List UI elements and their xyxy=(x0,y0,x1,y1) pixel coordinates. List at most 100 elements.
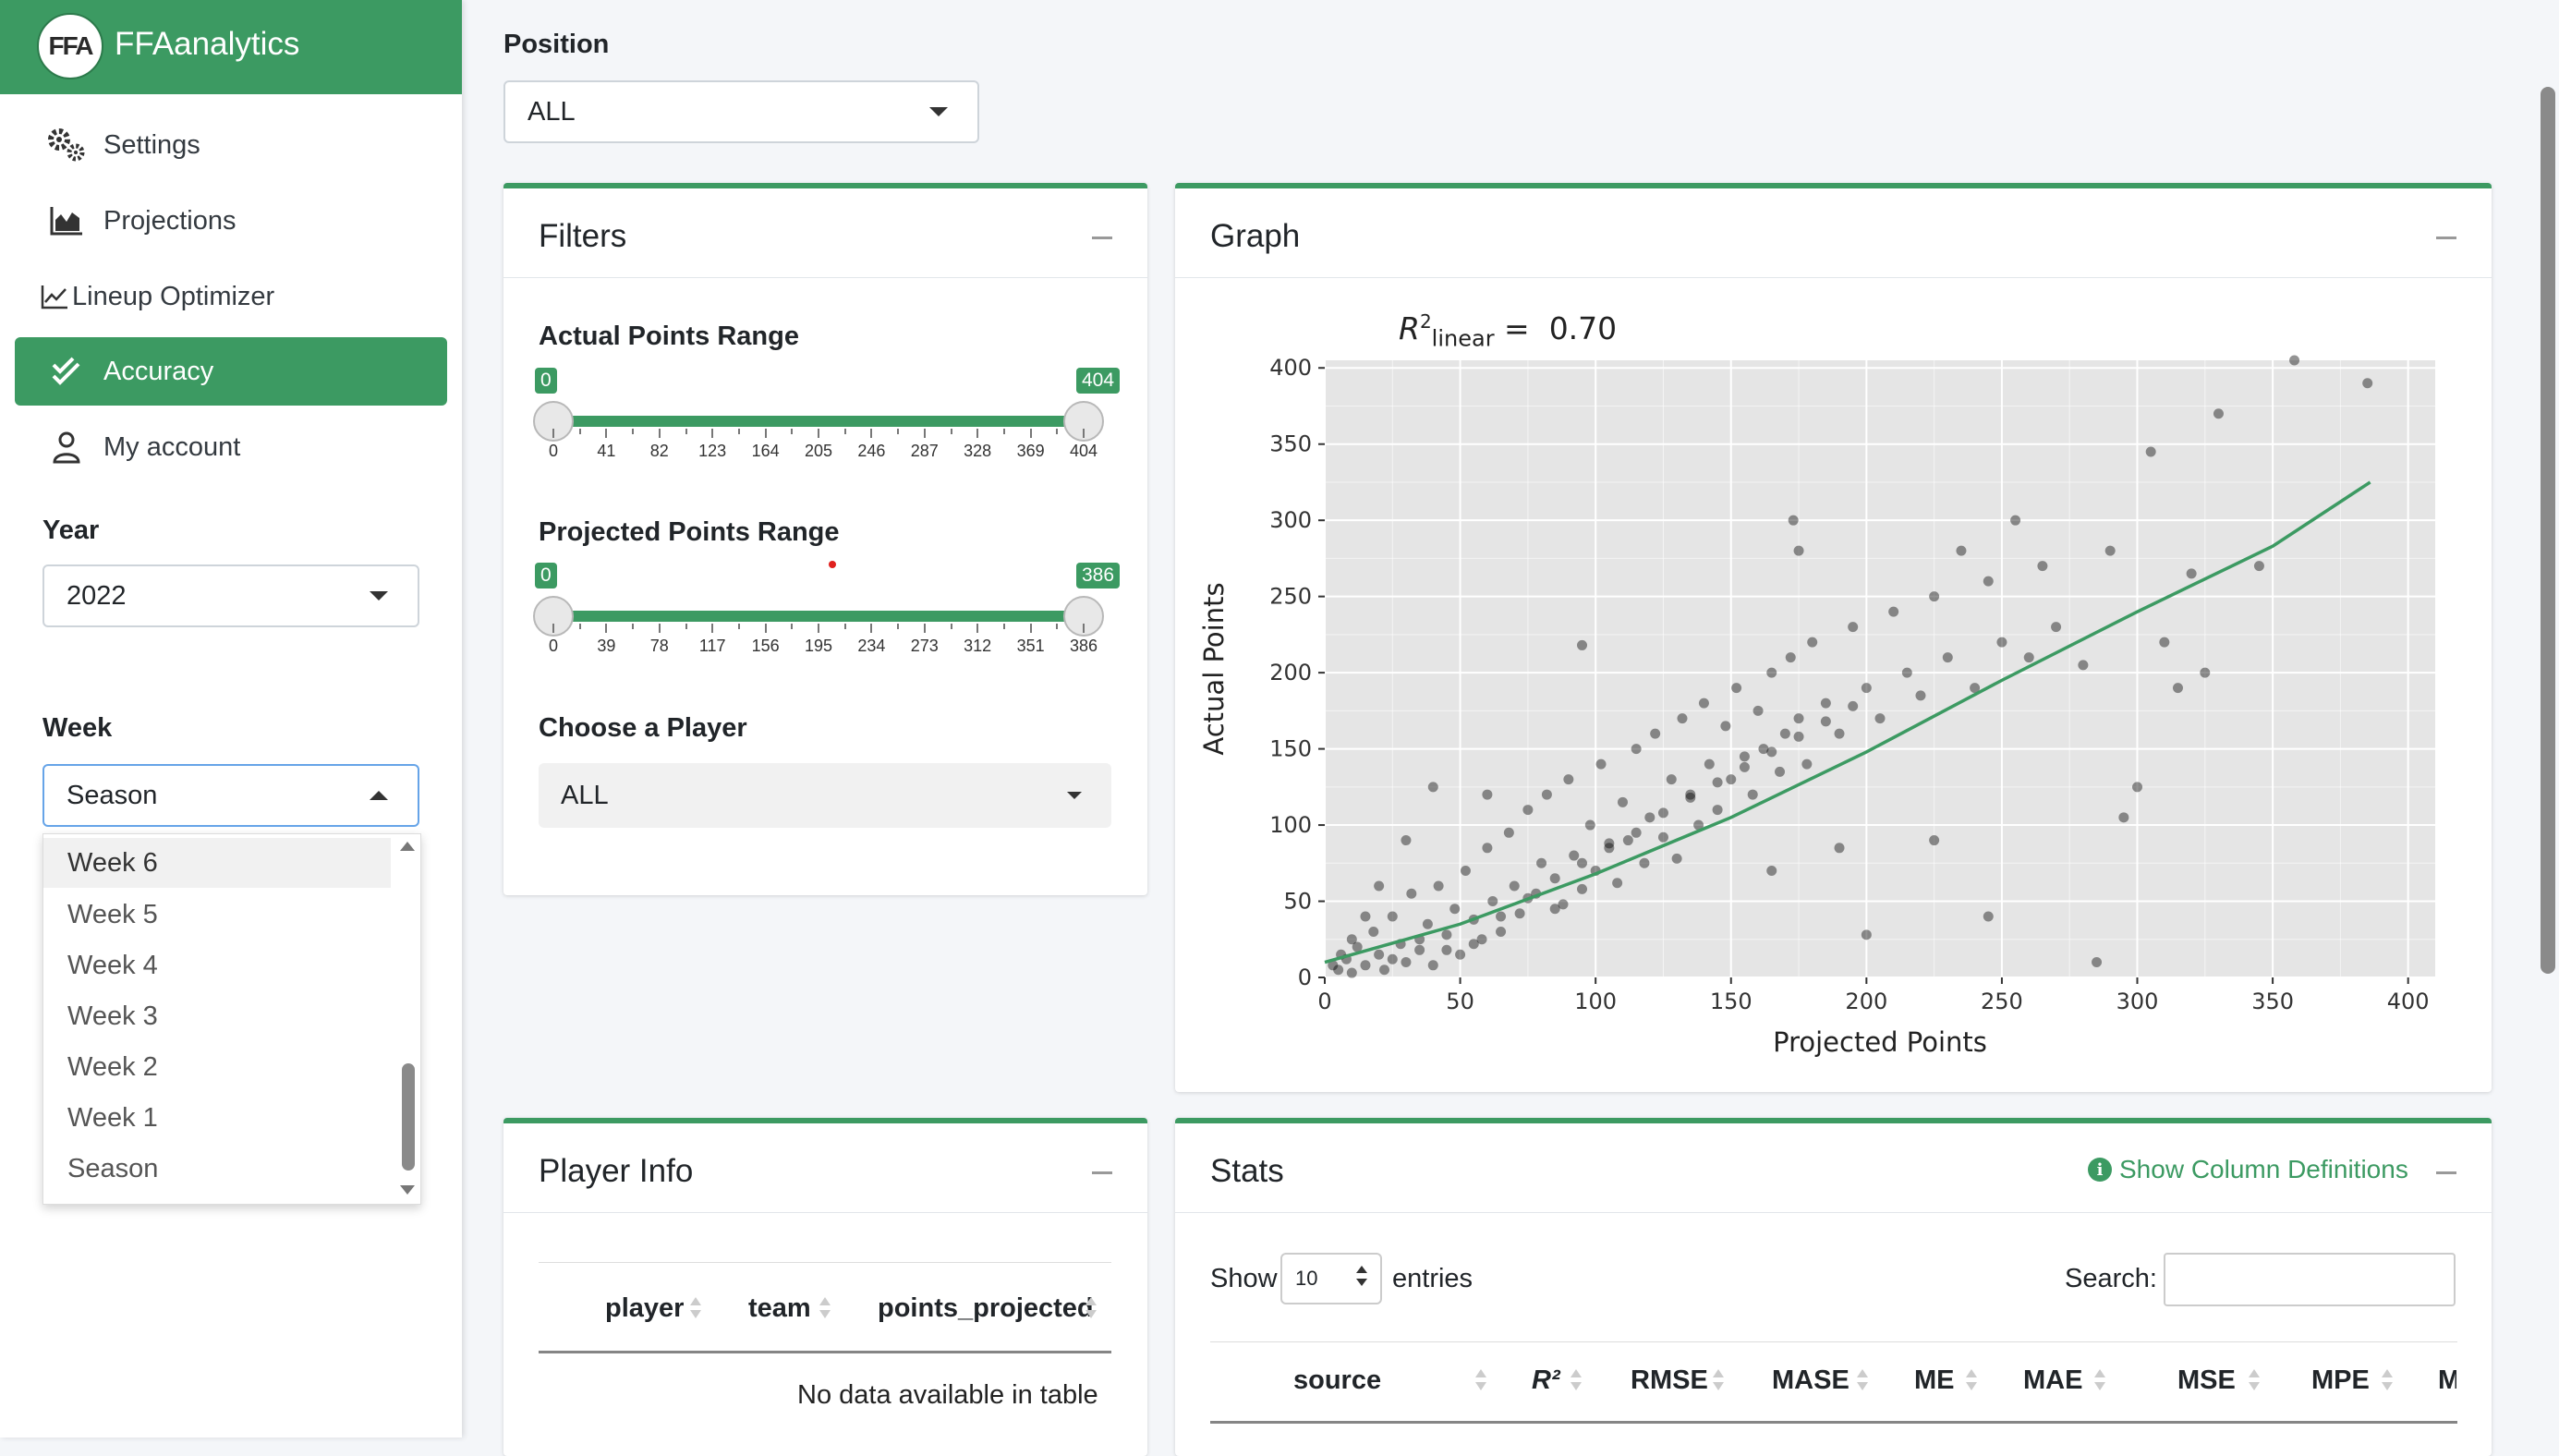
entries-select[interactable]: 10 xyxy=(1280,1253,1382,1304)
data-point xyxy=(1468,939,1479,950)
sort-icon[interactable] xyxy=(1085,1295,1097,1323)
show-column-definitions-link[interactable]: i Show Column Definitions xyxy=(2088,1155,2408,1184)
dropdown-scrollbar[interactable] xyxy=(402,1063,415,1171)
week-option[interactable]: Week 3 xyxy=(67,1001,158,1031)
nav-label: Projections xyxy=(103,205,236,236)
sort-icon[interactable] xyxy=(2382,1367,2393,1395)
col-team[interactable]: team xyxy=(748,1293,811,1323)
y-tick-label: 400 xyxy=(1269,355,1312,381)
sort-icon[interactable] xyxy=(1857,1367,1868,1395)
x-axis-label: Projected Points xyxy=(1773,1026,1987,1058)
data-point xyxy=(1433,880,1444,892)
slider-tick-label: 78 xyxy=(649,637,669,655)
gears-icon xyxy=(42,127,91,164)
player-select[interactable]: ALL xyxy=(539,763,1111,828)
y-tick-label: 300 xyxy=(1269,507,1312,533)
col-me[interactable]: ME xyxy=(1914,1365,1955,1395)
week-option[interactable]: Week 5 xyxy=(67,899,158,929)
data-point xyxy=(1915,690,1926,701)
data-point xyxy=(1644,812,1655,823)
position-select[interactable]: ALL xyxy=(503,80,979,143)
table-header-border xyxy=(1210,1421,2457,1424)
col-mse[interactable]: MSE xyxy=(2177,1365,2236,1395)
search-input[interactable] xyxy=(2164,1253,2456,1306)
data-point xyxy=(1766,667,1777,678)
nav-item-my-account[interactable]: My account xyxy=(15,413,447,481)
col-source[interactable]: source xyxy=(1293,1365,1382,1395)
nav-item-projections[interactable]: Projections xyxy=(15,187,447,255)
slider-tick-mark xyxy=(818,624,819,633)
week-option[interactable]: Week 4 xyxy=(67,950,158,980)
week-option[interactable]: Week 2 xyxy=(67,1051,158,1082)
slider-min-handle[interactable] xyxy=(533,401,574,442)
data-point xyxy=(1766,746,1777,758)
nav-item-settings[interactable]: Settings xyxy=(15,111,447,179)
sort-icon[interactable] xyxy=(1966,1367,1977,1395)
col-truncated[interactable]: M xyxy=(2438,1365,2456,1395)
sort-icon[interactable] xyxy=(819,1295,831,1323)
data-point xyxy=(2023,652,2034,663)
stats-card: Stats i Show Column Definitions Show 10 … xyxy=(1175,1118,2492,1456)
data-point xyxy=(1622,835,1633,846)
data-point xyxy=(1360,960,1371,971)
data-point xyxy=(2362,378,2373,389)
nav-item-lineup-optimizer[interactable]: Lineup Optimizer xyxy=(15,262,447,331)
data-point xyxy=(1374,880,1385,892)
collapse-icon[interactable] xyxy=(1092,237,1112,239)
col-mpe[interactable]: MPE xyxy=(2311,1365,2370,1395)
col-player[interactable]: player xyxy=(605,1293,685,1323)
scroll-up-arrow-icon[interactable] xyxy=(400,842,415,851)
data-point xyxy=(1514,908,1525,919)
slider-minor-tick xyxy=(950,624,952,629)
data-point xyxy=(1848,700,1859,711)
col-rmse[interactable]: RMSE xyxy=(1631,1365,1708,1395)
card-divider xyxy=(1175,1212,2492,1213)
scroll-down-arrow-icon[interactable] xyxy=(400,1185,415,1195)
week-option[interactable]: Week 6 xyxy=(43,838,391,888)
stats-title: Stats xyxy=(1210,1153,1284,1189)
col-points-projected[interactable]: points_projected xyxy=(878,1293,1094,1323)
data-point xyxy=(1779,728,1790,739)
projected-range-label: Projected Points Range xyxy=(539,517,840,547)
nav-label: Settings xyxy=(103,129,200,160)
week-option[interactable]: Week 1 xyxy=(67,1102,158,1133)
data-point xyxy=(1422,918,1433,929)
actual-range-slider[interactable]: 0 404 0 41 82 123 164 205 246 287 328 369 404 xyxy=(533,368,1121,469)
fit-line xyxy=(1324,480,2371,965)
col-r2[interactable]: R² xyxy=(1532,1365,1560,1395)
data-point xyxy=(1496,911,1507,922)
sort-icon[interactable] xyxy=(1713,1367,1724,1395)
data-point xyxy=(1577,883,1588,894)
sort-icon[interactable] xyxy=(690,1295,701,1323)
page-scrollbar[interactable] xyxy=(2541,87,2555,974)
data-point xyxy=(1569,850,1580,861)
slider-minor-tick xyxy=(843,624,846,629)
week-option[interactable]: Season xyxy=(67,1153,159,1183)
sort-icon[interactable] xyxy=(1475,1367,1486,1395)
year-select[interactable]: 2022 xyxy=(42,564,419,627)
sort-icon[interactable] xyxy=(1571,1367,1582,1395)
col-mase[interactable]: MASE xyxy=(1772,1365,1850,1395)
sort-icon[interactable] xyxy=(2094,1367,2105,1395)
col-mae[interactable]: MAE xyxy=(2023,1365,2083,1395)
slider-tick-mark xyxy=(1029,624,1032,633)
sort-icon[interactable] xyxy=(2249,1367,2260,1395)
slider-minor-tick xyxy=(897,429,900,434)
data-point xyxy=(2037,561,2048,572)
slider-minor-tick xyxy=(1056,429,1059,434)
collapse-icon[interactable] xyxy=(1092,1171,1112,1174)
data-point xyxy=(1549,873,1560,884)
slider-tick-label: 351 xyxy=(1016,637,1045,655)
week-select[interactable]: Season xyxy=(42,764,419,827)
data-point xyxy=(1731,683,1742,694)
collapse-icon[interactable] xyxy=(2436,1171,2456,1174)
projected-range-slider[interactable]: 0 386 0 39 78 117 156 195 234 273 312 351 386 xyxy=(533,563,1121,664)
data-point xyxy=(1360,911,1371,922)
slider-tick-mark xyxy=(1083,429,1085,438)
r2-value: 0.70 xyxy=(1548,310,1618,346)
nav-item-accuracy[interactable]: Accuracy xyxy=(15,337,447,406)
data-point xyxy=(1657,807,1668,819)
data-point xyxy=(1541,789,1552,800)
brand-header[interactable]: FFA FFAanalytics xyxy=(0,0,462,94)
collapse-icon[interactable] xyxy=(2436,237,2456,239)
